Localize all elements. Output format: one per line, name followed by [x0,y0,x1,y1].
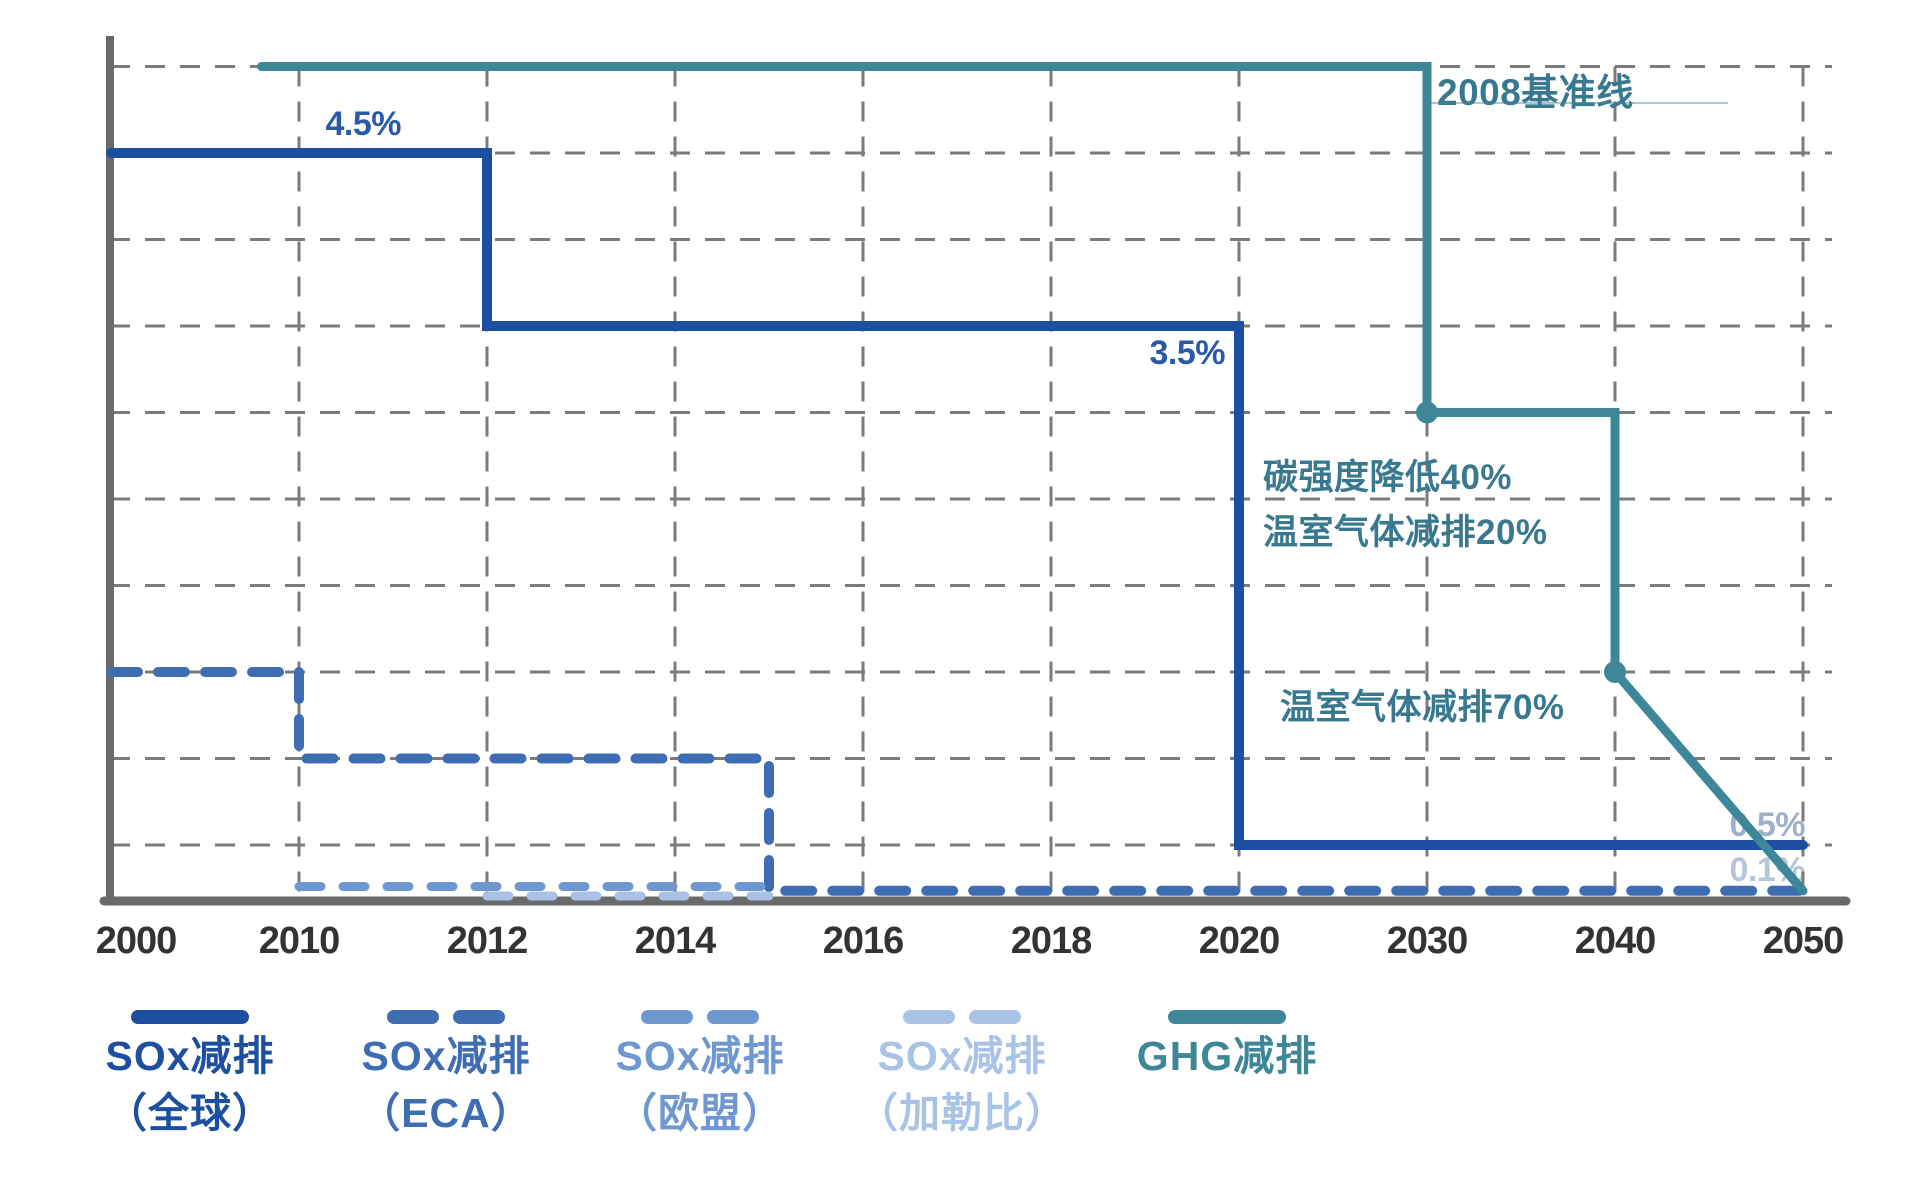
legend-label-ghg-line1: GHG减排 [1136,1033,1318,1079]
x-tick-label-2000: 2000 [95,920,178,962]
legend-swatch-sox_eu [641,1010,759,1024]
global-4-5-percent-label: 4.5% [325,105,402,143]
legend: SOx减排 （全球） SOx减排 （ECA） SOx减排 （欧盟） SOx减排 （加勒比） GH… [0,998,1920,1182]
legend-item-sox_caribbean: SOx减排 （加勒比） [812,1006,1112,1142]
legend-label-sox_global-line1: SOx减排 [105,1033,275,1079]
legend-label-sox_caribbean-line1: SOx减排 [877,1033,1047,1079]
legend-label-sox_eu-line2: （欧盟） [616,1090,784,1136]
global-3-5-percent-label: 3.5% [1149,334,1226,372]
legend-swatch-ghg [1168,1010,1286,1024]
legend-item-sox_global: SOx减排 （全球） [40,1006,340,1142]
x-tick-label-2014: 2014 [634,920,717,962]
marker-ghg-2030 [1416,401,1438,424]
series-sox_global-line [106,148,1808,850]
legend-item-sox_eu: SOx减排 （欧盟） [550,1006,850,1142]
legend-label-sox_eca-line1: SOx减排 [361,1033,531,1079]
x-tick-label-2020: 2020 [1198,920,1281,962]
x-tick-label-2012: 2012 [446,920,529,962]
legend-swatch-sox_caribbean [903,1010,1021,1024]
x-tick-label-2010: 2010 [258,920,341,962]
legend-label-sox_eca-line2: （ECA） [359,1090,533,1136]
x-tick-label-2018: 2018 [1010,920,1093,962]
legend-swatch-sox_global [131,1010,249,1024]
legend-swatch-sox_eca [387,1010,505,1024]
x-tick-label-2040: 2040 [1574,920,1657,962]
series-sox_eca-line [106,667,1808,896]
marker-ghg-2040 [1604,661,1626,683]
series-ghg-line [256,62,1808,896]
x-tick-label-2030: 2030 [1386,920,1469,962]
x-tick-label-2050: 2050 [1762,920,1845,962]
legend-item-ghg: GHG减排 [1077,1006,1377,1085]
legend-label-sox_global-line2: （全球） [106,1090,274,1136]
emissions-limits-chart [99,36,1851,906]
legend-item-sox_eca: SOx减排 （ECA） [296,1006,596,1142]
legend-label-sox_caribbean-line2: （加勒比） [857,1090,1067,1136]
legend-label-sox_eu-line1: SOx减排 [615,1033,785,1079]
x-tick-label-2016: 2016 [822,920,905,962]
